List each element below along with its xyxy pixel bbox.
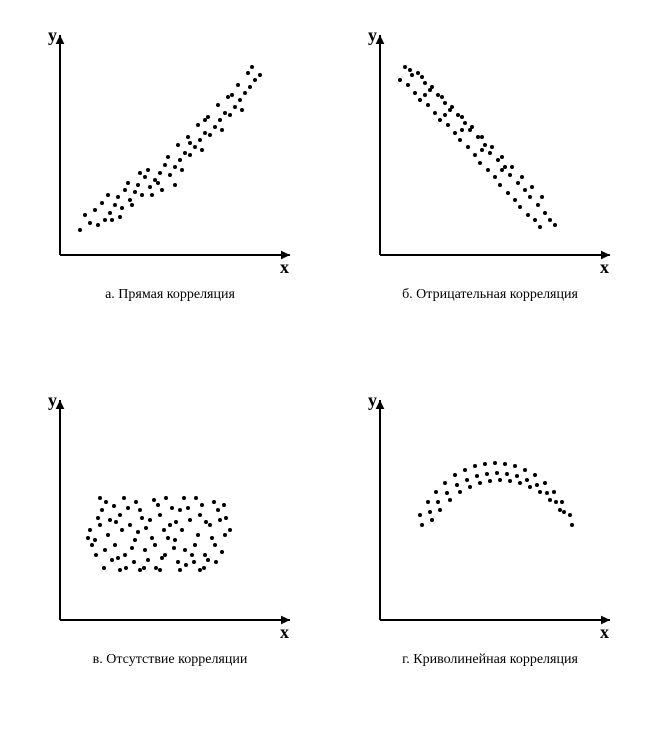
scatter-d: [350, 390, 630, 640]
panel-b: y x б. Отрицательная корреляция: [350, 25, 630, 275]
caption-d: г. Криволинейная корреляция: [350, 652, 630, 668]
figure-page: y x а. Прямая корреляция y x б. Отрицате…: [0, 0, 670, 748]
plot-d: y x: [350, 390, 630, 640]
caption-c: в. Отсутствие корреляции: [30, 652, 310, 668]
panel-a: y x а. Прямая корреляция: [30, 25, 310, 275]
panel-c: y x в. Отсутствие корреляции: [30, 390, 310, 640]
plot-c: y x: [30, 390, 310, 640]
y-axis-label-b: y: [368, 25, 377, 46]
plot-a: y x: [30, 25, 310, 275]
x-axis-label-d: x: [600, 622, 609, 643]
x-axis-label-c: x: [280, 622, 289, 643]
y-axis-label-c: y: [48, 390, 57, 411]
panel-d: y x г. Криволинейная корреляция: [350, 390, 630, 640]
plot-b: y x: [350, 25, 630, 275]
y-axis-label-d: y: [368, 390, 377, 411]
caption-b: б. Отрицательная корреляция: [350, 287, 630, 303]
x-axis-label-b: x: [600, 257, 609, 278]
scatter-a: [30, 25, 310, 275]
caption-a: а. Прямая корреляция: [30, 287, 310, 303]
scatter-b: [350, 25, 630, 275]
y-axis-label-a: y: [48, 25, 57, 46]
scatter-c: [30, 390, 310, 640]
x-axis-label-a: x: [280, 257, 289, 278]
